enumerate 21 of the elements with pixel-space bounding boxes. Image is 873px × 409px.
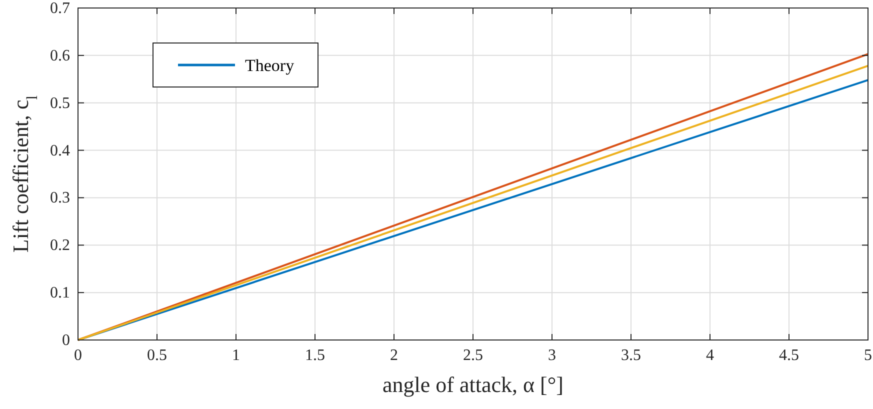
y-tick-label: 0.1 [50,284,70,302]
x-tick-label: 3.5 [621,347,641,364]
x-tick-label: 0.5 [147,347,167,364]
x-tick-label: 2.5 [463,347,483,364]
y-tick-label: 0.2 [50,237,70,254]
x-tick-label: 3 [548,347,556,364]
x-tick-label: 1 [232,347,240,364]
x-tick-label: 1.5 [305,347,325,364]
x-axis-title: angle of attack, α [°] [382,372,564,397]
x-tick-label: 2 [390,347,398,364]
y-tick-label: 0.6 [50,47,70,64]
y-tick-label: 0.7 [50,0,70,17]
y-tick-label: 0.3 [50,190,70,207]
x-tick-label: 5 [864,347,872,364]
x-tick-label: 4.5 [779,347,799,364]
legend-label: Theory [245,56,295,75]
y-tick-label: 0.4 [50,142,70,160]
x-tick-label: 4 [706,347,714,364]
y-tick-label: 0.5 [50,94,70,112]
x-tick-label: 0 [74,347,82,364]
y-tick-label: 0 [62,332,70,349]
